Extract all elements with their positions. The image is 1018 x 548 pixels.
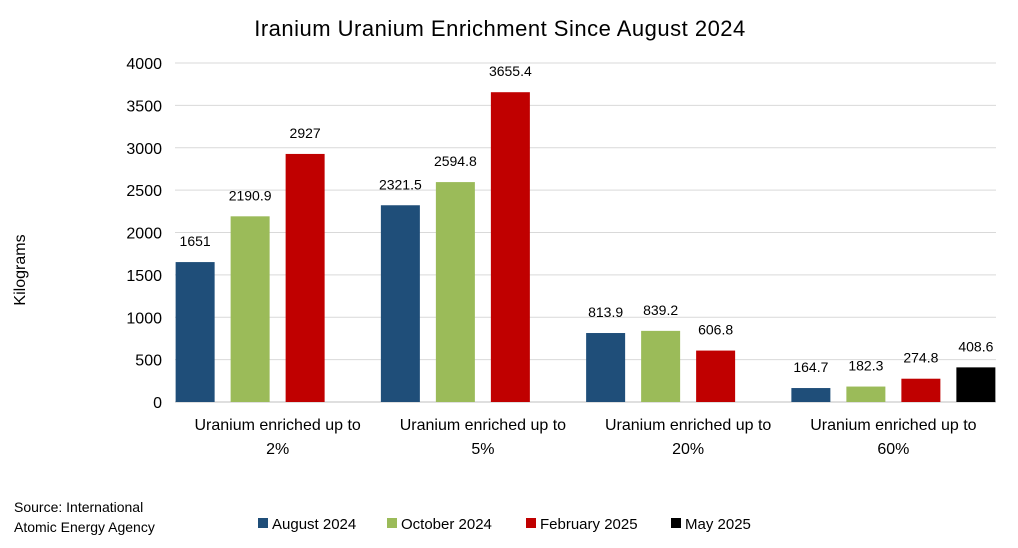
y-tick-label: 2000 <box>126 226 162 243</box>
data-label: 1651 <box>180 233 211 249</box>
y-tick-label: 3000 <box>126 141 162 158</box>
data-label: 182.3 <box>848 358 883 374</box>
data-label: 2190.9 <box>229 187 272 203</box>
y-tick-label: 3500 <box>126 98 162 115</box>
source-note: Source: International Atomic Energy Agen… <box>14 497 184 537</box>
category-label: Uranium enriched up to <box>605 417 771 434</box>
bar-august-2024 <box>175 262 215 402</box>
data-label: 274.8 <box>903 350 938 366</box>
y-tick-label: 0 <box>153 395 162 412</box>
legend-swatch <box>387 518 397 528</box>
legend-label: August 2024 <box>272 516 356 533</box>
data-label: 408.6 <box>958 338 993 354</box>
x-axis-categories: Uranium enriched up to 2% Uranium enriched… <box>194 417 976 458</box>
source-line-1: Source: International <box>14 499 144 515</box>
y-tick-label: 2500 <box>126 183 162 200</box>
bar-february-2025 <box>696 350 736 402</box>
category-label: 60% <box>877 441 909 458</box>
data-label: 3655.4 <box>489 63 532 79</box>
y-axis-label: Kilograms <box>12 234 29 305</box>
bar-august-2024 <box>586 333 626 402</box>
data-label: 606.8 <box>698 322 733 338</box>
legend: August 2024 October 2024 February 2025 May … <box>258 516 751 533</box>
bar-october-2024 <box>435 182 475 402</box>
bar-february-2025 <box>901 378 941 402</box>
legend-label: May 2025 <box>685 516 751 533</box>
bar-october-2024 <box>641 330 681 402</box>
bar-february-2025 <box>285 153 325 402</box>
category-label: 5% <box>471 441 494 458</box>
data-label: 2927 <box>290 125 321 141</box>
legend-label: February 2025 <box>540 516 638 533</box>
bar-february-2025 <box>490 92 530 403</box>
data-labels: 1651 2190.9 2927 2321.5 2594.8 3655.4 813.9 839… <box>180 63 994 375</box>
category-label: Uranium enriched up to <box>400 417 566 434</box>
bar-august-2024 <box>791 388 831 402</box>
data-label: 813.9 <box>588 304 623 320</box>
data-label: 2321.5 <box>379 176 422 192</box>
bar-october-2024 <box>846 386 886 402</box>
data-label: 839.2 <box>643 302 678 318</box>
legend-swatch <box>526 518 536 528</box>
category-label: Uranium enriched up to <box>194 417 360 434</box>
data-label: 2594.8 <box>434 153 477 169</box>
legend-label: October 2024 <box>401 516 492 533</box>
category-label: Uranium enriched up to <box>810 417 976 434</box>
bars <box>175 92 996 403</box>
legend-swatch <box>671 518 681 528</box>
bar-may-2025 <box>956 367 996 402</box>
chart-title: Iranium Uranium Enrichment Since August … <box>254 16 746 41</box>
y-tick-label: 500 <box>135 353 162 370</box>
y-axis-ticks: 0 500 1000 1500 2000 2500 3000 3500 4000 <box>126 56 162 412</box>
y-tick-label: 1500 <box>126 268 162 285</box>
y-tick-label: 4000 <box>126 56 162 73</box>
category-label: 20% <box>672 441 704 458</box>
category-label: 2% <box>266 441 289 458</box>
bar-october-2024 <box>230 216 270 402</box>
bar-august-2024 <box>380 205 420 402</box>
y-tick-label: 1000 <box>126 310 162 327</box>
source-line-2: Atomic Energy Agency <box>14 519 155 535</box>
legend-swatch <box>258 518 268 528</box>
data-label: 164.7 <box>793 359 828 375</box>
